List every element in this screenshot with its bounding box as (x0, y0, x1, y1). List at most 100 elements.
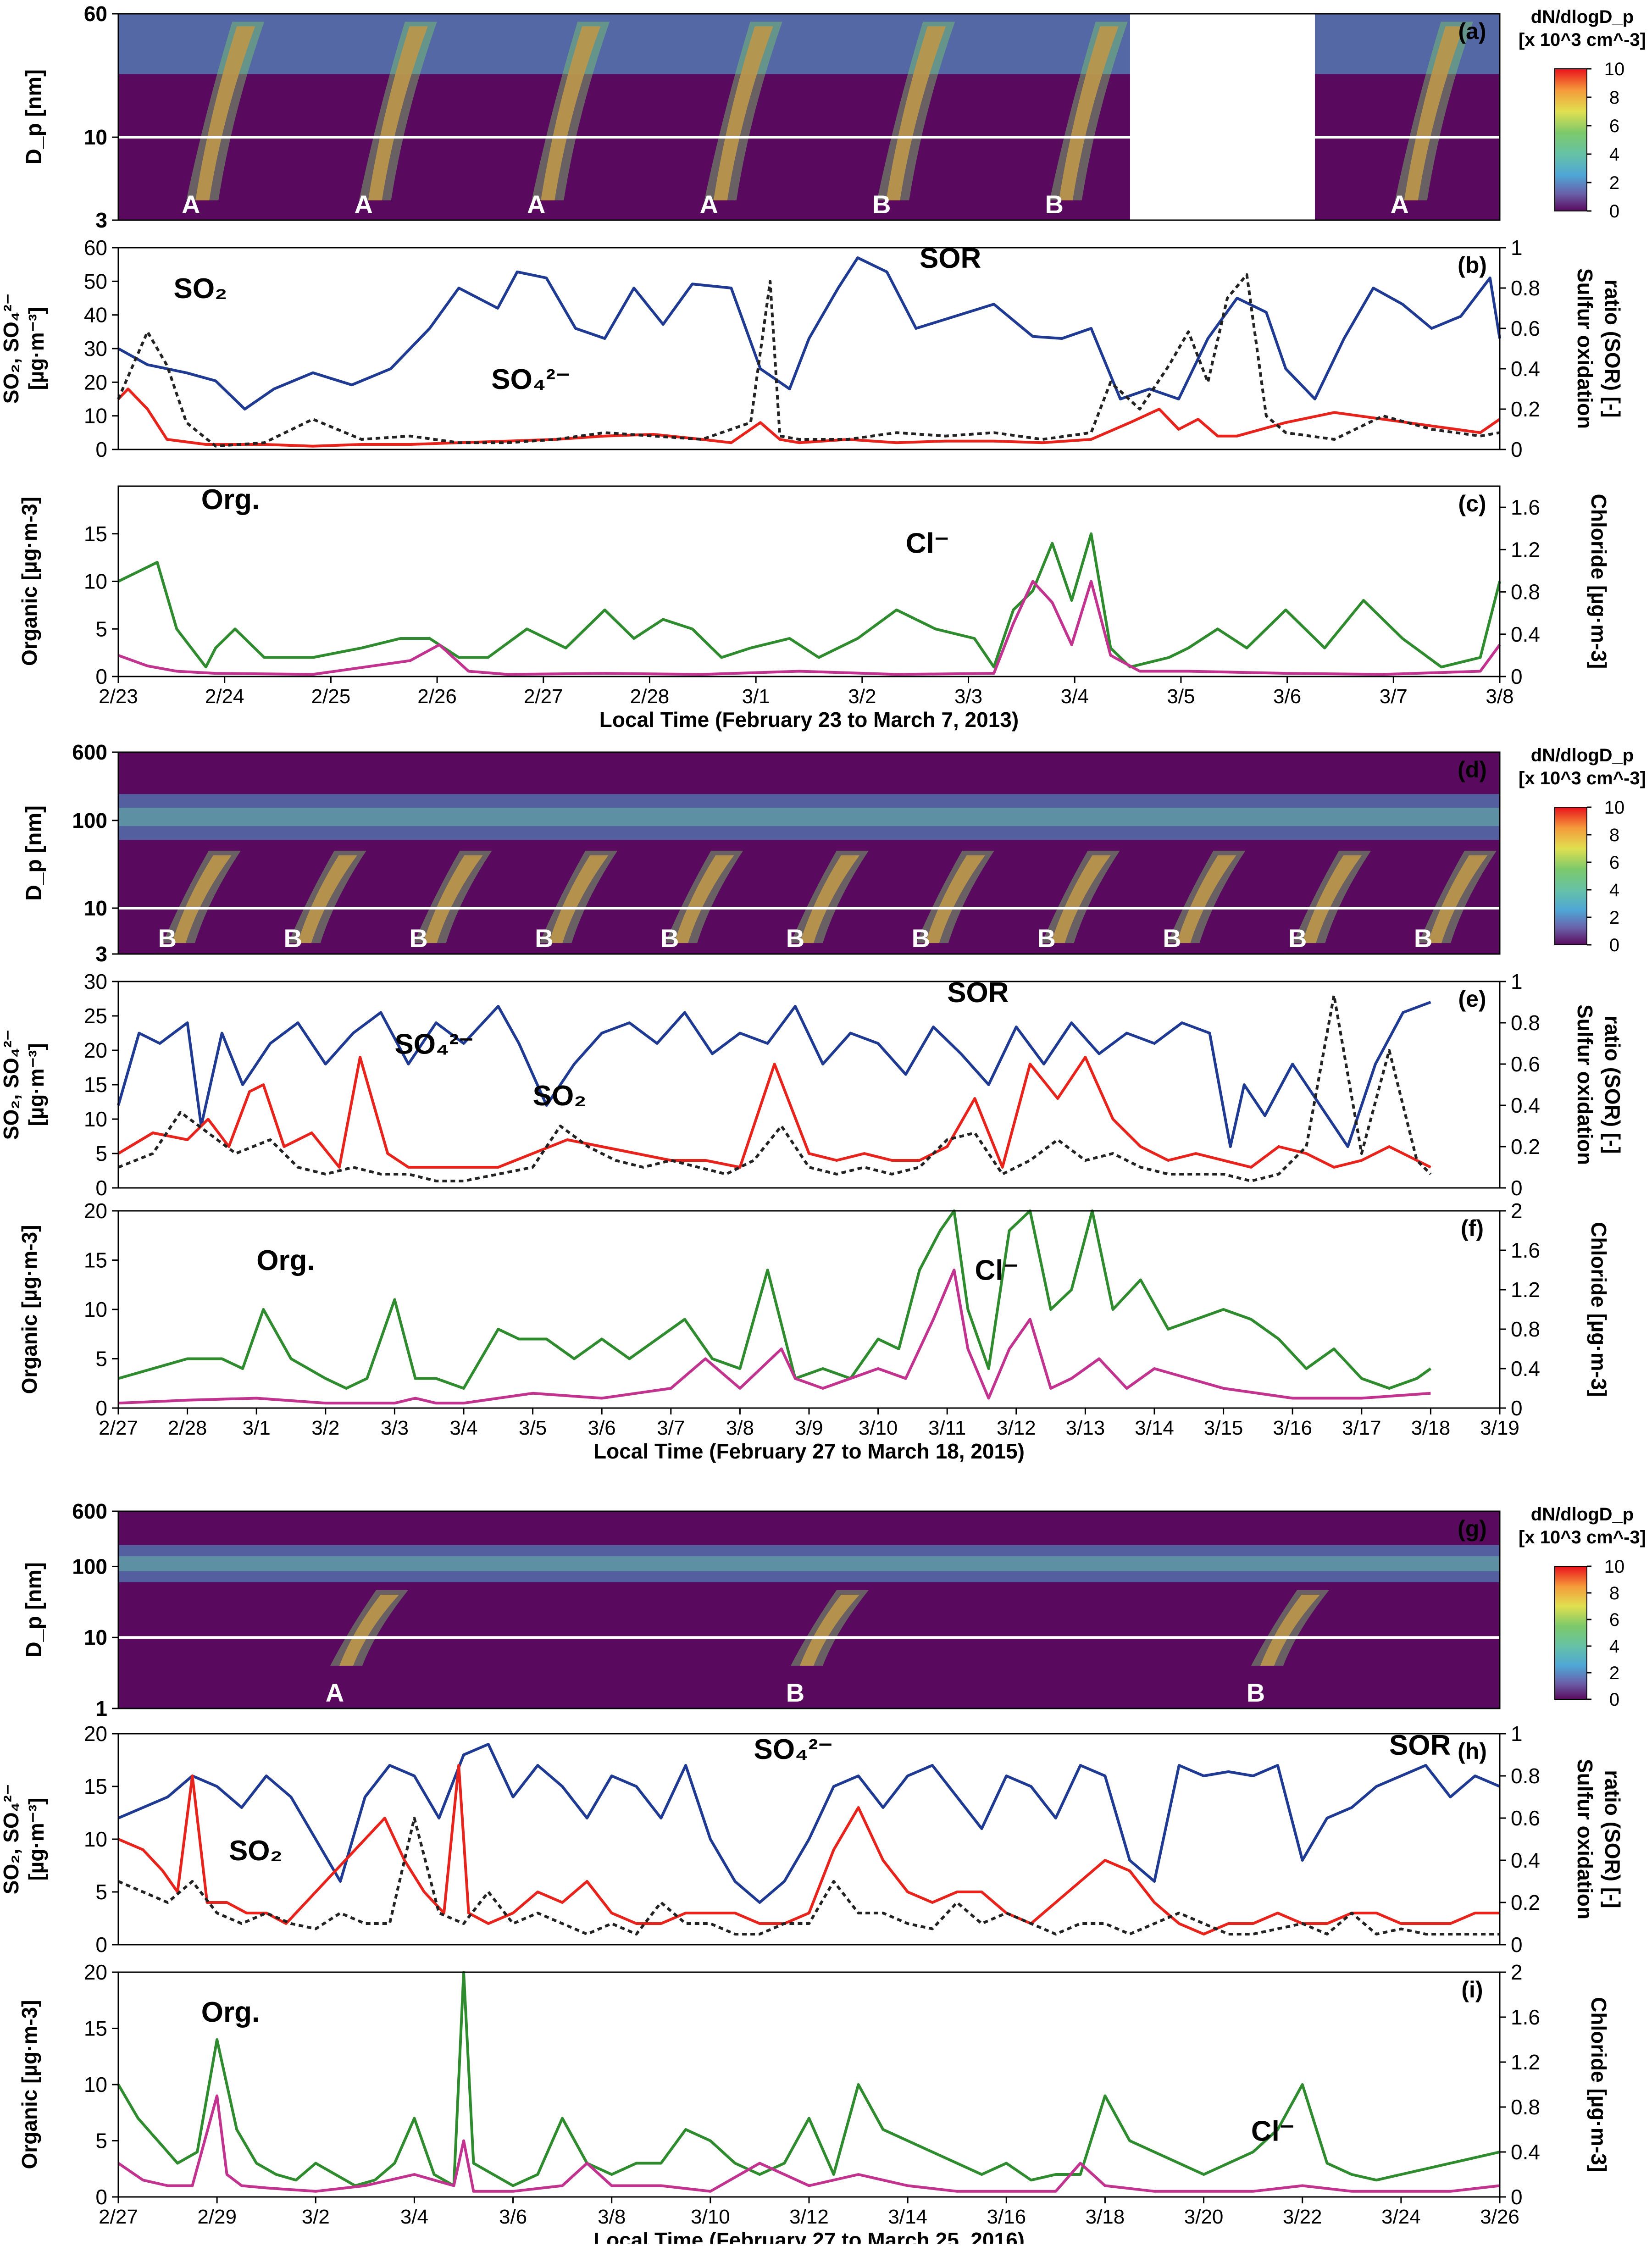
series-line-cl (118, 1269, 1431, 1405)
y2-tick-label: 1.6 (1511, 495, 1540, 519)
event-label: A (1391, 190, 1409, 219)
series-line-cl (117, 580, 1501, 676)
y-axis-label: Organic [µg·m-3] (17, 1225, 41, 1394)
nucleation-event-shape (1051, 855, 1111, 943)
y2-tick-label: 1 (1511, 970, 1523, 993)
colorbar-tick-label: 8 (1609, 1583, 1619, 1603)
colorbar-tick-label: 0 (1609, 201, 1619, 222)
x-tick-label: 2/24 (205, 685, 244, 708)
series-annotation: SO₂ (173, 273, 227, 305)
nucleation-event-halo (791, 1590, 869, 1666)
x-tick-label: 3/9 (795, 1417, 823, 1439)
x-axis-label: Local Time (February 27 to March 25, 201… (593, 2228, 1025, 2244)
x-tick-label: 3/17 (1342, 1417, 1381, 1439)
y-tick-label: 30 (84, 970, 107, 993)
x-tick-label: 3/10 (859, 1417, 898, 1439)
y-tick-label: 60 (84, 236, 107, 260)
x-tick-label: 3/19 (1480, 1417, 1519, 1439)
x-tick-label: 3/7 (1380, 685, 1408, 708)
y2-tick-label: 0.4 (1511, 622, 1540, 646)
event-label: B (786, 1678, 804, 1707)
x-tick-label: 2/29 (197, 2206, 237, 2228)
nucleation-event-shape (886, 26, 946, 200)
nucleation-event-shape (297, 855, 357, 943)
x-tick-label: 3/6 (588, 1417, 616, 1439)
y-tick-label: 20 (84, 1199, 107, 1223)
y-axis-label-units: [µg·m⁻³] (24, 1797, 48, 1880)
series-annotation: Cl⁻ (906, 527, 949, 559)
y2-axis-label: Chloride [µg·m-3] (1587, 1222, 1611, 1397)
x-tick-label: 3/18 (1086, 2206, 1125, 2228)
y-tick-label: 10 (84, 125, 107, 149)
colorbar-tick-label: 0 (1609, 1690, 1619, 1710)
nucleation-event-halo (704, 22, 782, 200)
nucleation-event-shape (1302, 855, 1362, 943)
y2-tick-label: 0.8 (1511, 276, 1540, 300)
y-tick-label: 5 (95, 617, 107, 641)
colorbar-tick-label: 4 (1609, 144, 1619, 165)
y2-tick-label: 0.6 (1511, 1806, 1540, 1830)
y-axis-label-units: [µg·m⁻³] (24, 307, 48, 390)
series-annotation: SO₂ (533, 1080, 587, 1112)
series-line-so (117, 1764, 1500, 1935)
y-tick-label: 20 (84, 1960, 107, 1984)
panel-label: (b) (1458, 252, 1487, 278)
x-tick-label: 3/6 (1273, 685, 1301, 708)
nucleation-event-shape (368, 26, 428, 200)
line-frame-h (117, 1733, 1501, 1946)
x-tick-label: 2/27 (99, 1417, 138, 1439)
nucleation-event-shape (541, 26, 601, 200)
nucleation-event-halo (1042, 850, 1120, 943)
event-label: B (284, 924, 302, 953)
series-annotation: SOR (1389, 1730, 1451, 1761)
series-annotation: Org. (256, 1245, 315, 1276)
event-label: B (1414, 924, 1432, 953)
event-label: A (326, 1678, 344, 1707)
x-tick-label: 3/4 (1061, 685, 1089, 708)
y-tick-label: 10 (84, 896, 107, 920)
heatmap-frame-d (117, 751, 1501, 955)
x-tick-label: 2/25 (311, 685, 351, 708)
y-tick-label: 25 (84, 1004, 107, 1028)
series-annotation: SO₂ (229, 1835, 283, 1867)
y-tick-label: 3 (95, 208, 107, 232)
x-tick-label: 3/2 (311, 1417, 339, 1439)
series-annotation: Org. (201, 484, 260, 516)
colorbar-title-units: [x 10^3 cm^-3] (1519, 768, 1646, 788)
series-line-so (117, 388, 1501, 448)
nucleation-event-shape (549, 855, 609, 943)
event-label: A (182, 190, 200, 219)
nucleation-event-halo (539, 850, 618, 943)
x-tick-label: 3/8 (598, 2206, 626, 2228)
colorbar-tick-label: 4 (1609, 1636, 1619, 1657)
y-tick-label: 15 (84, 2017, 107, 2041)
y2-tick-label: 1 (1511, 236, 1523, 260)
nucleation-event-shape (1404, 26, 1464, 200)
y-tick-label: 5 (95, 1880, 107, 1904)
y2-tick-label: 0 (1511, 1176, 1523, 1200)
nucleation-event-shape (713, 26, 773, 200)
x-tick-label: 3/24 (1381, 2206, 1421, 2228)
y-tick-label: 40 (84, 303, 107, 327)
event-label: B (1163, 924, 1181, 953)
x-tick-label: 2/23 (99, 685, 138, 708)
colorbar (1554, 807, 1587, 945)
heatmap-frame-a (117, 13, 1501, 221)
y-axis-label: D_p [nm] (22, 69, 46, 165)
x-tick-label: 3/4 (400, 2206, 428, 2228)
accumulation-mode-core (118, 808, 1500, 826)
event-label: B (786, 924, 804, 953)
x-tick-label: 2/26 (417, 685, 457, 708)
line-panel-f: 0 5 10 15 20 0 0.4 0.8 1.2 1.6 2 Organic [µg·m-3] Ch… (17, 1199, 1611, 1463)
y-axis-label-units: [µg·m⁻³] (24, 1043, 48, 1126)
x-tick-label: 3/12 (789, 2206, 829, 2228)
series-annotation: SO₄²⁻ (394, 1029, 474, 1060)
x-tick-label: 2/28 (630, 685, 670, 708)
nucleation-event-shape (800, 855, 859, 943)
panel-label: (i) (1461, 1977, 1483, 2002)
panel-label: (h) (1458, 1738, 1487, 1764)
nucleation-event-halo (1251, 1590, 1329, 1666)
nucleation-event-halo (359, 22, 437, 200)
